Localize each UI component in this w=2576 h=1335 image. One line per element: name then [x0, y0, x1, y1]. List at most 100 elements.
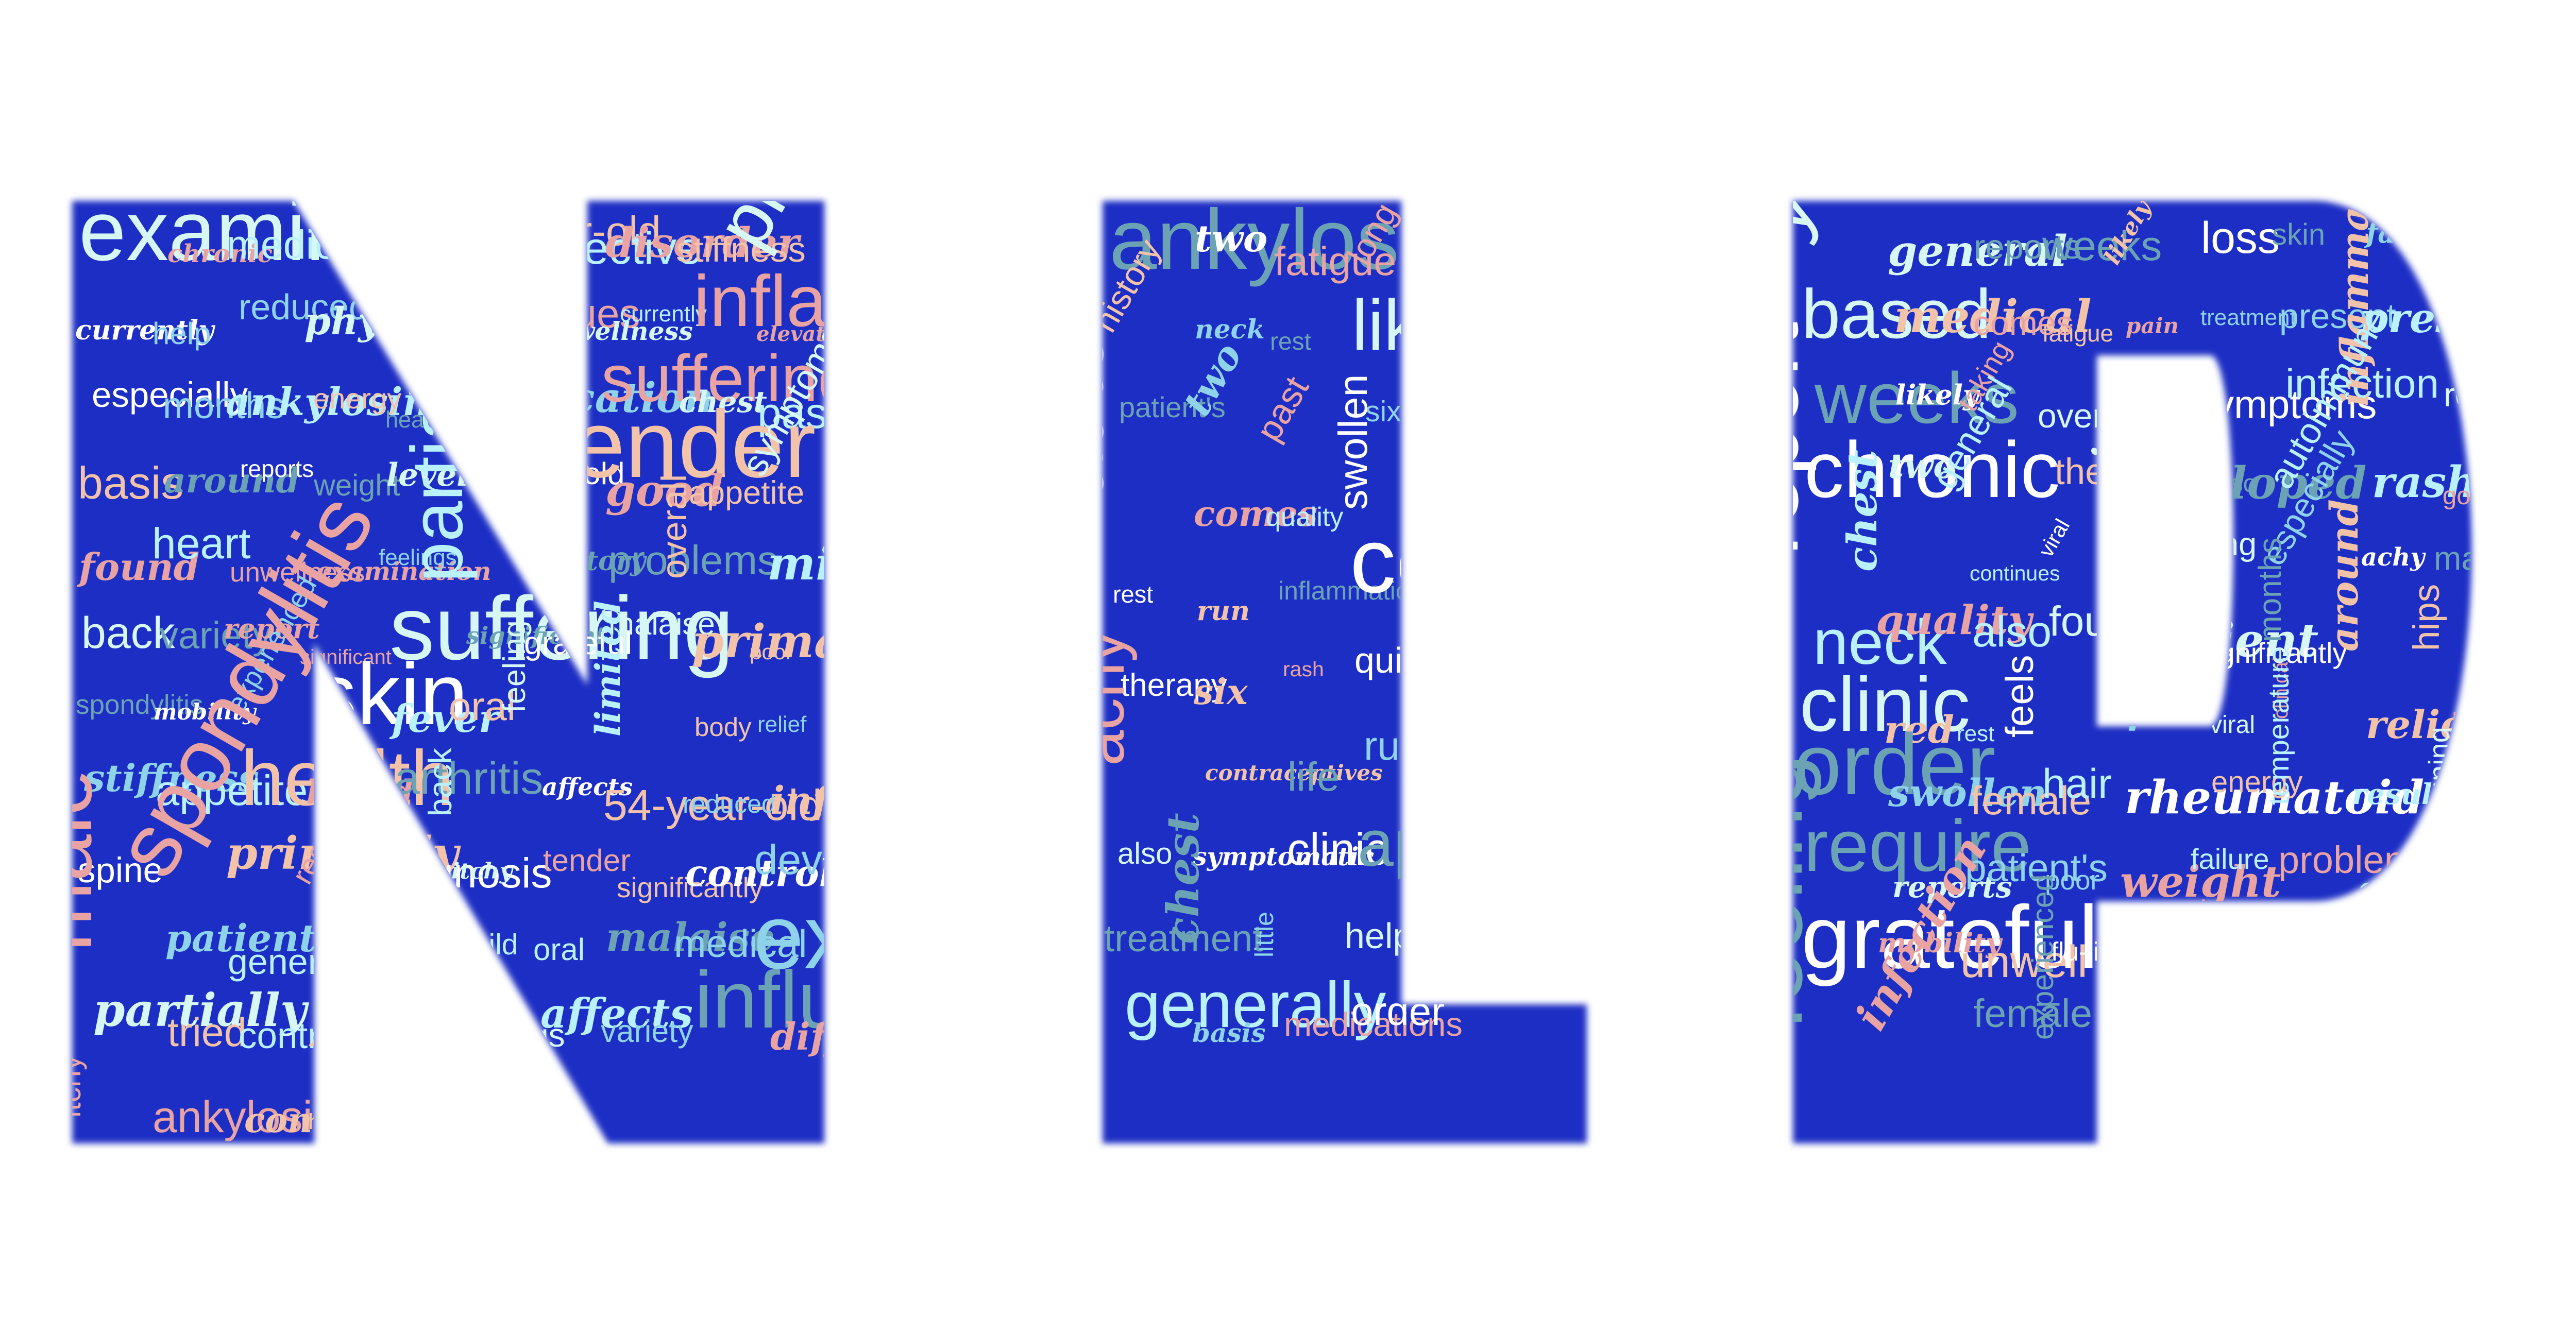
word-inflammatory: inflammatory	[693, 260, 1110, 341]
word-rash: rash	[1283, 657, 1324, 681]
word-treatment: treatment	[1104, 918, 1263, 960]
word-red: red	[1884, 708, 1954, 752]
word-symptomatic: symptomatic	[1192, 842, 1374, 871]
word-partially: partially	[93, 983, 310, 1037]
word-feeling: feeling	[497, 620, 532, 713]
word-rest: rest	[1957, 721, 1994, 746]
word-rheumatoid: rheumatoid	[2125, 770, 2424, 824]
word-present: present	[2279, 297, 2396, 336]
word-affects: affects	[542, 773, 633, 801]
word-limited: limited	[588, 601, 628, 737]
word-primarily: primarily	[692, 614, 932, 668]
word-significantly: significantly	[617, 871, 764, 903]
word-tender: tender	[543, 843, 631, 878]
word-little: little	[1250, 912, 1279, 957]
word-rash: rash	[2372, 457, 2478, 507]
word-54-year-old: 54-year-old	[603, 781, 822, 829]
word-female: female	[1973, 991, 2092, 1036]
word-exercise: exercise	[753, 886, 1093, 988]
word-quality: quality	[1266, 502, 1343, 532]
word-spondylitis: spondylitis	[76, 690, 203, 720]
word-medications: medications	[1284, 1005, 1463, 1043]
word-weight: weight	[313, 469, 400, 502]
word-variety: variety	[601, 1014, 693, 1049]
word-malaise: malaise	[606, 914, 775, 960]
letter-n-shape	[72, 201, 824, 1143]
word-itchy: itchy	[451, 859, 514, 884]
word-therapy: therapy	[1121, 668, 1227, 703]
word-back: back	[422, 747, 459, 816]
word-body: body	[694, 712, 752, 742]
word-inflammation: inflammation	[1278, 576, 1424, 605]
word-achy: achy	[1066, 629, 1138, 766]
word-control: control	[685, 851, 833, 895]
word-mobility: mobility	[1878, 928, 2003, 959]
letter-p-shape	[1793, 201, 2472, 1143]
word-back: back	[81, 608, 176, 658]
word-chest: chest	[1838, 450, 1886, 572]
word-order: order	[1793, 716, 1995, 813]
word-problems: problems	[608, 537, 778, 583]
word-quality: quality	[1876, 597, 2034, 644]
word-continues: continues	[1970, 561, 2060, 585]
word-infection: infection	[2285, 361, 2439, 406]
word-poor: poor	[2045, 865, 2099, 896]
word-itchy: itchy	[53, 1055, 87, 1118]
word-rest: rest	[1270, 328, 1311, 355]
word-relief: relief	[757, 712, 807, 737]
word-unwell: unwell	[1960, 937, 2088, 987]
word-diffuse: diffuse	[770, 1015, 912, 1058]
word-mild: mild	[767, 536, 883, 590]
word-feels: feels	[1998, 655, 2042, 738]
word-general: general	[1888, 227, 2067, 276]
word-pain: pain	[2126, 313, 2179, 338]
word-report: report	[224, 613, 319, 645]
word-weeks: weeks	[1814, 357, 2019, 438]
word-contraceptives: contraceptives	[1205, 760, 1383, 785]
word-found: found	[76, 545, 199, 589]
word-clinical: clinical	[2269, 657, 2292, 719]
word-rest: rest	[1113, 580, 1153, 608]
word-appetite: appetite	[689, 475, 804, 511]
word-energy: energy	[2211, 765, 2302, 799]
word-weight: weight	[2120, 857, 2281, 907]
word-reduced: reduced	[239, 287, 369, 327]
word-female: female	[1971, 778, 2091, 823]
word-past: past	[757, 389, 839, 437]
word-treatment: treatment	[2200, 305, 2296, 330]
word-patient: patient	[165, 916, 316, 961]
letter-i-shape	[1103, 201, 1587, 1143]
word-comes: comes	[1973, 304, 2073, 342]
word-mobility: mobility	[154, 699, 257, 725]
word-heart: heart	[152, 519, 250, 568]
word-help: help	[152, 316, 211, 351]
word-grateful: grateful	[1801, 887, 2098, 987]
word-arthritis: arthritis	[395, 752, 544, 803]
word-patient-s: patient's	[1965, 846, 2108, 889]
word-poor: poor	[750, 640, 793, 664]
word-reduced: reduced	[683, 790, 776, 818]
word-report: report	[1716, 321, 1817, 556]
word-especially: especially	[92, 375, 248, 415]
word-six: six	[1193, 672, 1248, 713]
word-unwellness: unwellness	[230, 557, 365, 588]
word-achy: achy	[2361, 543, 2426, 572]
word-also: also	[1972, 607, 2052, 656]
word-developed: developed	[754, 836, 949, 883]
word-good: good	[605, 465, 724, 516]
word-male: male	[15, 769, 109, 952]
word-hips: hips	[2406, 584, 2447, 651]
word-months: months	[2252, 538, 2288, 642]
word-loss: loss	[2201, 213, 2280, 263]
word-neck: neck	[1813, 607, 1947, 678]
word-oral: oral	[533, 932, 585, 967]
word-months: months	[163, 385, 284, 426]
word-affects: affects	[540, 989, 693, 1037]
word-overall: overall	[654, 474, 694, 579]
word-medical: medical	[674, 922, 807, 965]
word-comes: comes	[1194, 493, 1317, 535]
word-feelings: feelings	[379, 545, 457, 570]
word-likely: likely	[1895, 379, 1980, 411]
word-tender: tender	[546, 391, 816, 498]
